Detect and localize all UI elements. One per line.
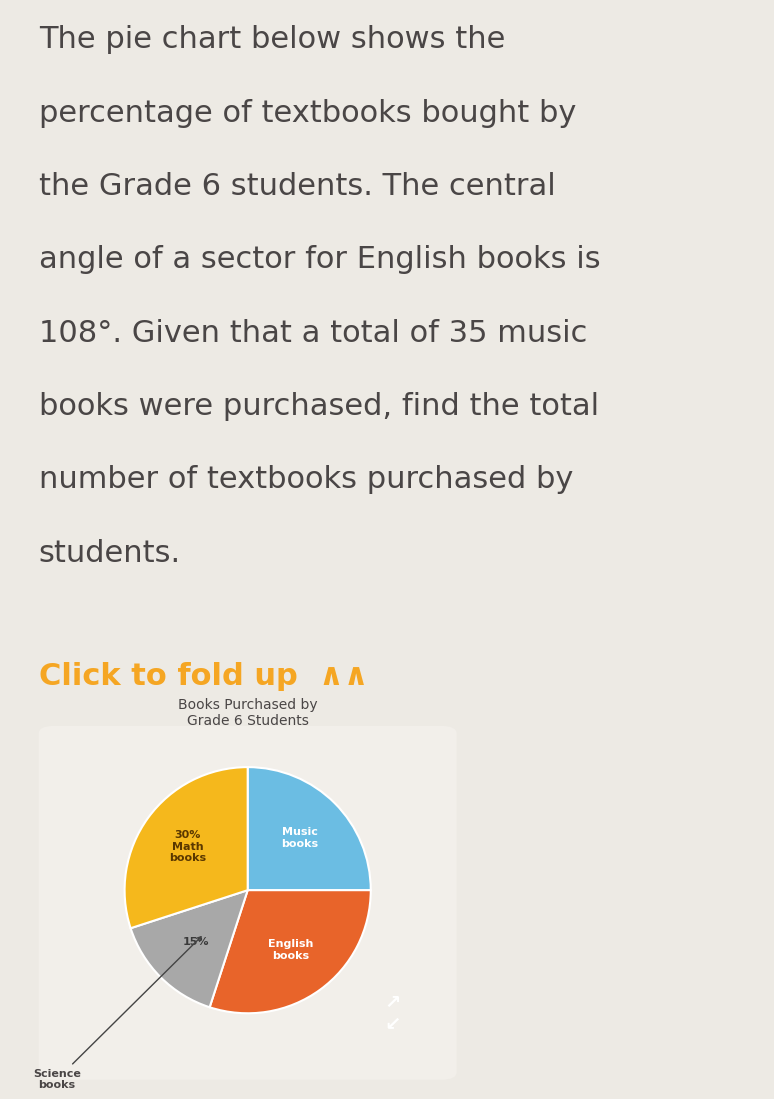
Text: Music
books: Music books xyxy=(281,828,318,848)
Text: percentage of textbooks bought by: percentage of textbooks bought by xyxy=(39,99,576,127)
Text: books were purchased, find the total: books were purchased, find the total xyxy=(39,392,599,421)
Text: students.: students. xyxy=(39,539,181,567)
Wedge shape xyxy=(131,890,248,1008)
Wedge shape xyxy=(248,767,371,890)
Text: 15%: 15% xyxy=(182,937,209,947)
Text: number of textbooks purchased by: number of textbooks purchased by xyxy=(39,465,573,495)
Title: Books Purchased by
Grade 6 Students: Books Purchased by Grade 6 Students xyxy=(178,698,317,729)
FancyBboxPatch shape xyxy=(39,725,457,1079)
Text: Science
books: Science books xyxy=(33,936,201,1090)
Text: the Grade 6 students. The central: the Grade 6 students. The central xyxy=(39,173,556,201)
Wedge shape xyxy=(210,890,371,1013)
Text: angle of a sector for English books is: angle of a sector for English books is xyxy=(39,245,601,275)
Wedge shape xyxy=(125,767,248,929)
Text: 30%
Math
books: 30% Math books xyxy=(170,830,207,864)
Text: Click to fold up  ∧∧: Click to fold up ∧∧ xyxy=(39,663,368,691)
Text: 108°. Given that a total of 35 music: 108°. Given that a total of 35 music xyxy=(39,319,587,347)
Text: The pie chart below shows the: The pie chart below shows the xyxy=(39,25,505,55)
Text: English
books: English books xyxy=(269,940,313,961)
Text: ↗
↙: ↗ ↙ xyxy=(385,993,401,1034)
